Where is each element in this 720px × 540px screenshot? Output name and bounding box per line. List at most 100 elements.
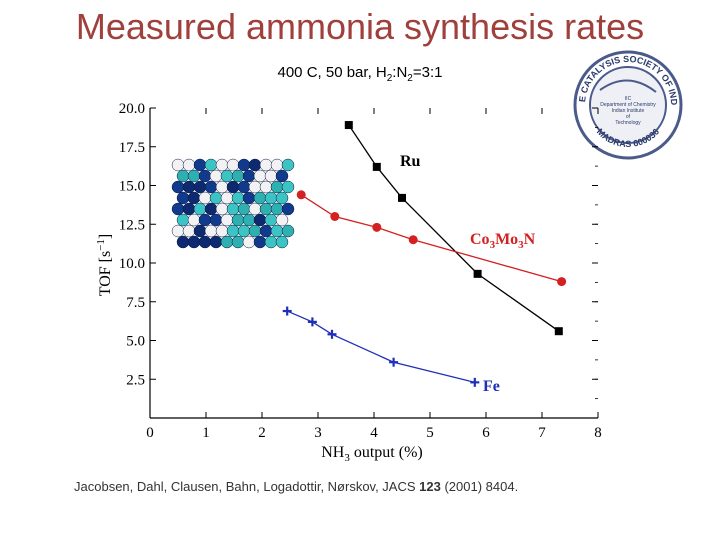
atom <box>176 213 190 227</box>
atom <box>248 202 262 216</box>
data-point <box>389 357 399 367</box>
atom <box>215 202 229 216</box>
citation-volume: 123 <box>419 479 441 494</box>
atom <box>253 235 267 249</box>
atom <box>275 191 289 205</box>
atom <box>187 191 201 205</box>
atom <box>220 235 234 249</box>
data-point <box>296 190 306 200</box>
atom <box>231 235 245 249</box>
x-tick-label: 2 <box>258 425 266 441</box>
x-tick-label: 8 <box>594 425 602 441</box>
data-series <box>282 121 567 387</box>
series-label-fe: Fe <box>483 378 500 395</box>
y-tick-label: 15.0 <box>119 179 145 195</box>
atom <box>231 191 245 205</box>
atom <box>187 169 201 183</box>
atom <box>281 158 295 172</box>
atom <box>193 202 207 216</box>
y-tick-label: 10.0 <box>119 256 145 272</box>
atom <box>171 202 185 216</box>
atom <box>242 191 256 205</box>
atom <box>248 158 262 172</box>
atom <box>226 180 240 194</box>
y-axis-title: TOF [s−1] <box>95 234 114 297</box>
atom <box>204 202 218 216</box>
data-point <box>307 317 317 327</box>
citation-pages: (2001) 8404. <box>440 479 519 494</box>
atom <box>204 158 218 172</box>
atom <box>231 169 245 183</box>
atom <box>215 180 229 194</box>
subtitle-sub-1: 2 <box>386 73 393 84</box>
atom <box>242 235 256 249</box>
atom <box>237 224 251 238</box>
atom <box>182 202 196 216</box>
atom <box>209 191 223 205</box>
atom <box>220 169 234 183</box>
atom <box>182 224 196 238</box>
atom <box>248 224 262 238</box>
x-tick-label: 0 <box>146 425 154 441</box>
atom <box>220 213 234 227</box>
logo-inner-line: Technology <box>615 120 641 126</box>
atom <box>193 224 207 238</box>
atom <box>226 202 240 216</box>
x-tick-label: 7 <box>538 425 546 441</box>
atom <box>176 169 190 183</box>
subtitle-text-2: :N <box>392 64 408 81</box>
x-tick-label: 6 <box>482 425 490 441</box>
series-label-co3mo3n: Co3Mo3N <box>470 231 536 251</box>
atom <box>264 191 278 205</box>
atom <box>198 235 212 249</box>
atom <box>231 213 245 227</box>
atom <box>270 202 284 216</box>
atom <box>264 235 278 249</box>
atom <box>275 169 289 183</box>
y-tick-label: 20.0 <box>119 101 145 117</box>
atom <box>182 180 196 194</box>
atom <box>237 180 251 194</box>
citation: Jacobsen, Dahl, Clausen, Bahn, Logadotti… <box>74 479 518 494</box>
atom <box>198 191 212 205</box>
atom <box>275 235 289 249</box>
x-axis-title: NH3 output (%) <box>321 444 422 464</box>
atom <box>259 224 273 238</box>
atom <box>204 180 218 194</box>
atom <box>253 169 267 183</box>
atom <box>198 169 212 183</box>
data-point <box>554 327 563 336</box>
atom <box>193 158 207 172</box>
atom <box>209 235 223 249</box>
data-point <box>344 121 353 130</box>
atom <box>281 224 295 238</box>
logo-inner-line: IIC <box>625 96 632 102</box>
axis-ticks <box>149 107 599 419</box>
atom <box>226 224 240 238</box>
data-point <box>473 269 482 278</box>
atom <box>264 213 278 227</box>
y-tick-label: 12.5 <box>119 217 145 233</box>
atom <box>259 158 273 172</box>
atom <box>259 202 273 216</box>
atom <box>281 180 295 194</box>
logo-inner-line: Department of Chemistry <box>600 102 656 108</box>
atom <box>198 213 212 227</box>
atom <box>237 158 251 172</box>
subtitle-sub-2: 2 <box>407 73 413 84</box>
series-1 <box>296 190 567 287</box>
axis-tick-labels: 0 1 2 3 4 5 6 7 8 2.5 5.0 7.5 10.0 12.5 15.0 17.5 20.0 <box>119 101 602 441</box>
x-tick-label: 1 <box>202 425 210 441</box>
crystal-structure-image <box>171 158 295 250</box>
data-point <box>282 306 292 316</box>
conditions-subtitle: 400 C, 50 bar, H2:N2=3:1 <box>0 64 720 84</box>
logo-inner-text: IIC Department of Chemistry Indian Institu… <box>600 96 656 126</box>
atom <box>209 169 223 183</box>
atom <box>242 213 256 227</box>
subtitle-text-1: 400 C, 50 bar, H <box>277 64 387 81</box>
data-point <box>398 193 406 202</box>
atom <box>187 213 201 227</box>
atom <box>171 158 185 172</box>
x-tick-label: 5 <box>426 425 434 441</box>
